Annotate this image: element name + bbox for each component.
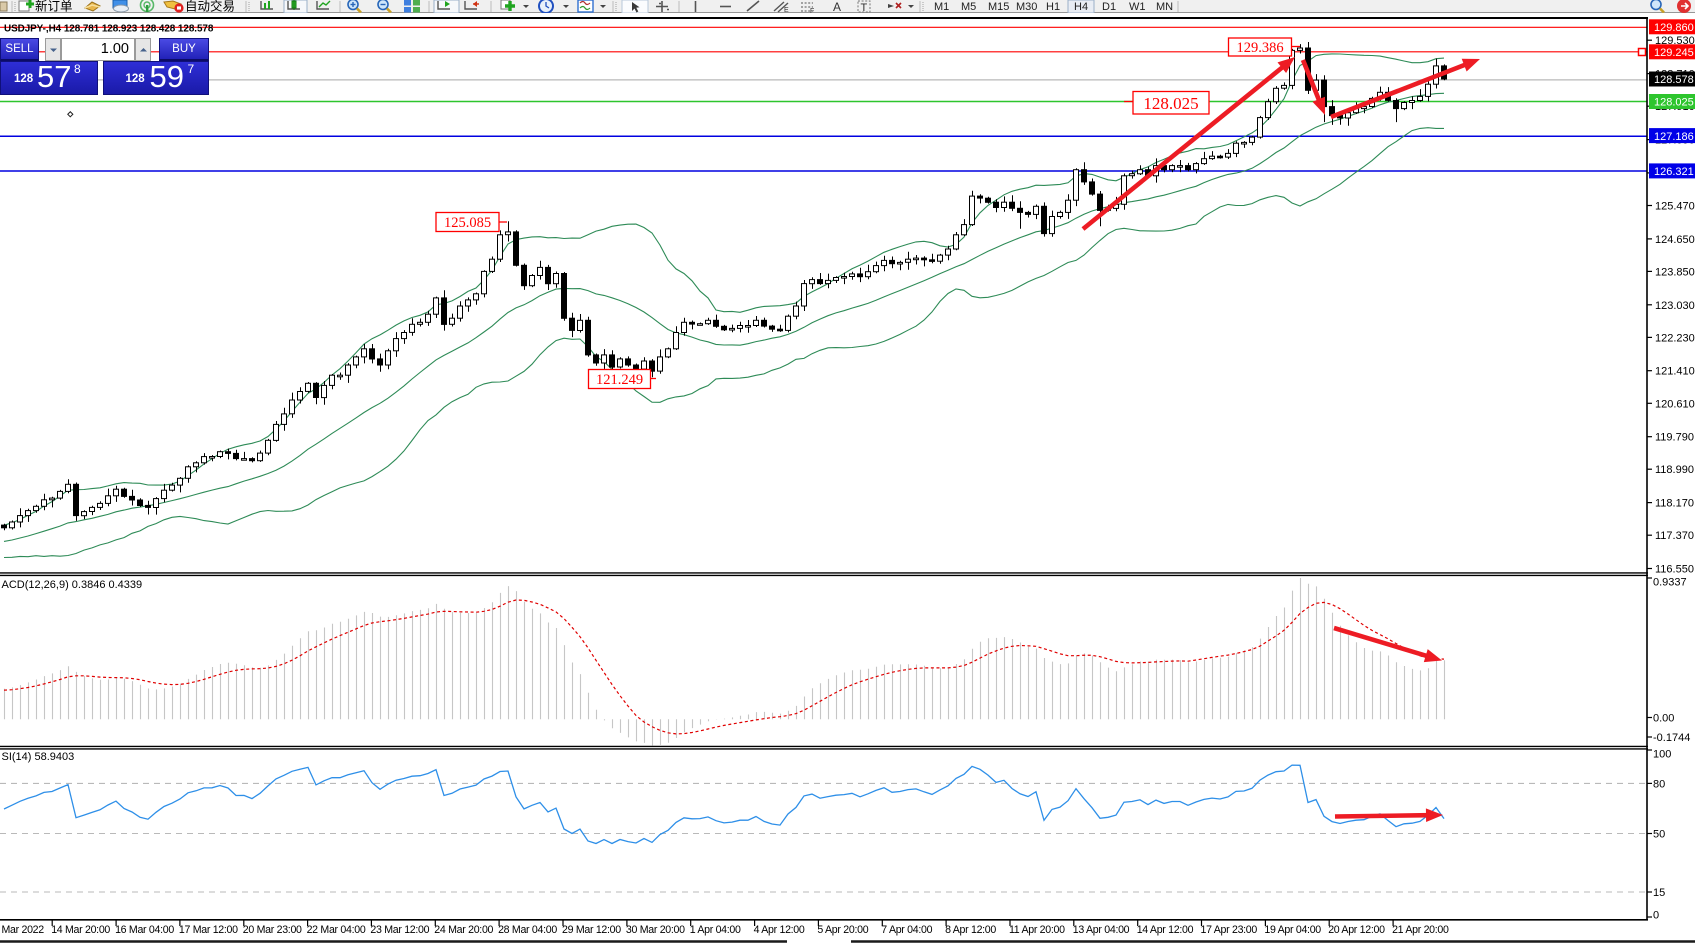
svg-text:128.578: 128.578 bbox=[1654, 74, 1694, 86]
svg-text:15: 15 bbox=[1653, 887, 1665, 899]
svg-text:128.025: 128.025 bbox=[1654, 97, 1694, 109]
svg-text:5 Apr 20:00: 5 Apr 20:00 bbox=[817, 924, 868, 936]
svg-text:14 Mar 20:00: 14 Mar 20:00 bbox=[51, 924, 110, 936]
svg-text:M15: M15 bbox=[988, 1, 1009, 13]
svg-text:22 Mar 04:00: 22 Mar 04:00 bbox=[307, 924, 366, 936]
svg-text:20 Mar 23:00: 20 Mar 23:00 bbox=[243, 924, 302, 936]
svg-text:127.186: 127.186 bbox=[1654, 131, 1694, 143]
svg-text:7 Apr 04:00: 7 Apr 04:00 bbox=[881, 924, 932, 936]
svg-text:129.530: 129.530 bbox=[1655, 35, 1695, 47]
svg-text:0.00: 0.00 bbox=[1653, 713, 1674, 725]
svg-text:H4: H4 bbox=[1074, 1, 1088, 13]
svg-text:17 Mar 12:00: 17 Mar 12:00 bbox=[179, 924, 238, 936]
svg-text:0.9337: 0.9337 bbox=[1653, 577, 1687, 589]
svg-text:E: E bbox=[784, 7, 789, 13]
svg-text:Mar 2022: Mar 2022 bbox=[2, 924, 45, 936]
svg-text:116.550: 116.550 bbox=[1655, 564, 1694, 576]
svg-text:11 Apr 20:00: 11 Apr 20:00 bbox=[1009, 924, 1065, 936]
svg-text:19 Apr 04:00: 19 Apr 04:00 bbox=[1264, 924, 1321, 936]
svg-text:M30: M30 bbox=[1016, 1, 1037, 13]
svg-text:24 Mar 20:00: 24 Mar 20:00 bbox=[434, 924, 493, 936]
svg-text:M1: M1 bbox=[934, 1, 949, 13]
svg-text:H1: H1 bbox=[1046, 1, 1060, 13]
svg-text:100: 100 bbox=[1653, 748, 1671, 760]
svg-text:4 Apr 12:00: 4 Apr 12:00 bbox=[754, 924, 805, 936]
svg-text:D1: D1 bbox=[1102, 1, 1116, 13]
svg-text:USDJPY-,H4 128.781 128.923 12: USDJPY-,H4 128.781 128.923 128.428 128.5… bbox=[4, 24, 214, 35]
svg-text:121.249: 121.249 bbox=[596, 372, 643, 388]
svg-text:125.085: 125.085 bbox=[444, 215, 491, 231]
svg-text:M5: M5 bbox=[961, 1, 976, 13]
svg-text:8 Apr 12:00: 8 Apr 12:00 bbox=[945, 924, 996, 936]
svg-text:122.230: 122.230 bbox=[1655, 332, 1695, 344]
svg-text:121.410: 121.410 bbox=[1655, 366, 1695, 378]
svg-text:128.025: 128.025 bbox=[1143, 94, 1198, 113]
svg-text:28 Mar 04:00: 28 Mar 04:00 bbox=[498, 924, 557, 936]
svg-text:80: 80 bbox=[1653, 778, 1665, 790]
svg-text:129.245: 129.245 bbox=[1654, 47, 1694, 59]
svg-text:T: T bbox=[861, 2, 868, 13]
svg-text:新订单: 新订单 bbox=[35, 0, 73, 13]
svg-text:SI(14) 58.9403: SI(14) 58.9403 bbox=[2, 751, 75, 763]
svg-text:14 Apr 12:00: 14 Apr 12:00 bbox=[1137, 924, 1194, 936]
svg-text:F: F bbox=[810, 8, 814, 13]
svg-text:124.650: 124.650 bbox=[1655, 234, 1695, 246]
svg-text:20 Apr 12:00: 20 Apr 12:00 bbox=[1328, 924, 1385, 936]
svg-text:125.470: 125.470 bbox=[1655, 201, 1695, 213]
svg-text:123.850: 123.850 bbox=[1655, 266, 1695, 278]
svg-text:120.610: 120.610 bbox=[1655, 398, 1695, 410]
svg-text:A: A bbox=[833, 0, 841, 13]
svg-text:0: 0 bbox=[1653, 910, 1659, 922]
svg-text:29 Mar 12:00: 29 Mar 12:00 bbox=[562, 924, 621, 936]
svg-text:13 Apr 04:00: 13 Apr 04:00 bbox=[1073, 924, 1130, 936]
svg-text:MN: MN bbox=[1156, 1, 1173, 13]
svg-text:118.990: 118.990 bbox=[1655, 464, 1694, 476]
svg-text:W1: W1 bbox=[1129, 1, 1146, 13]
svg-text:ACD(12,26,9) 0.3846 0.4339: ACD(12,26,9) 0.3846 0.4339 bbox=[2, 579, 143, 591]
svg-text:129.860: 129.860 bbox=[1654, 22, 1694, 34]
svg-text:17 Apr 23:00: 17 Apr 23:00 bbox=[1201, 924, 1258, 936]
svg-text:21 Apr 20:00: 21 Apr 20:00 bbox=[1392, 924, 1449, 936]
svg-text:1 Apr 04:00: 1 Apr 04:00 bbox=[690, 924, 741, 936]
svg-text:118.170: 118.170 bbox=[1655, 498, 1694, 510]
svg-text:126.321: 126.321 bbox=[1654, 166, 1694, 178]
svg-text:129.386: 129.386 bbox=[1236, 40, 1283, 56]
svg-text:-0.1744: -0.1744 bbox=[1653, 732, 1690, 744]
svg-text:自动交易: 自动交易 bbox=[185, 0, 235, 13]
svg-text:117.370: 117.370 bbox=[1655, 530, 1694, 542]
svg-text:16 Mar 04:00: 16 Mar 04:00 bbox=[115, 924, 174, 936]
svg-text:23 Mar 12:00: 23 Mar 12:00 bbox=[370, 924, 429, 936]
svg-text:50: 50 bbox=[1653, 829, 1665, 841]
svg-text:119.790: 119.790 bbox=[1655, 432, 1694, 444]
svg-text:123.030: 123.030 bbox=[1655, 300, 1695, 312]
svg-text:30 Mar 20:00: 30 Mar 20:00 bbox=[626, 924, 685, 936]
